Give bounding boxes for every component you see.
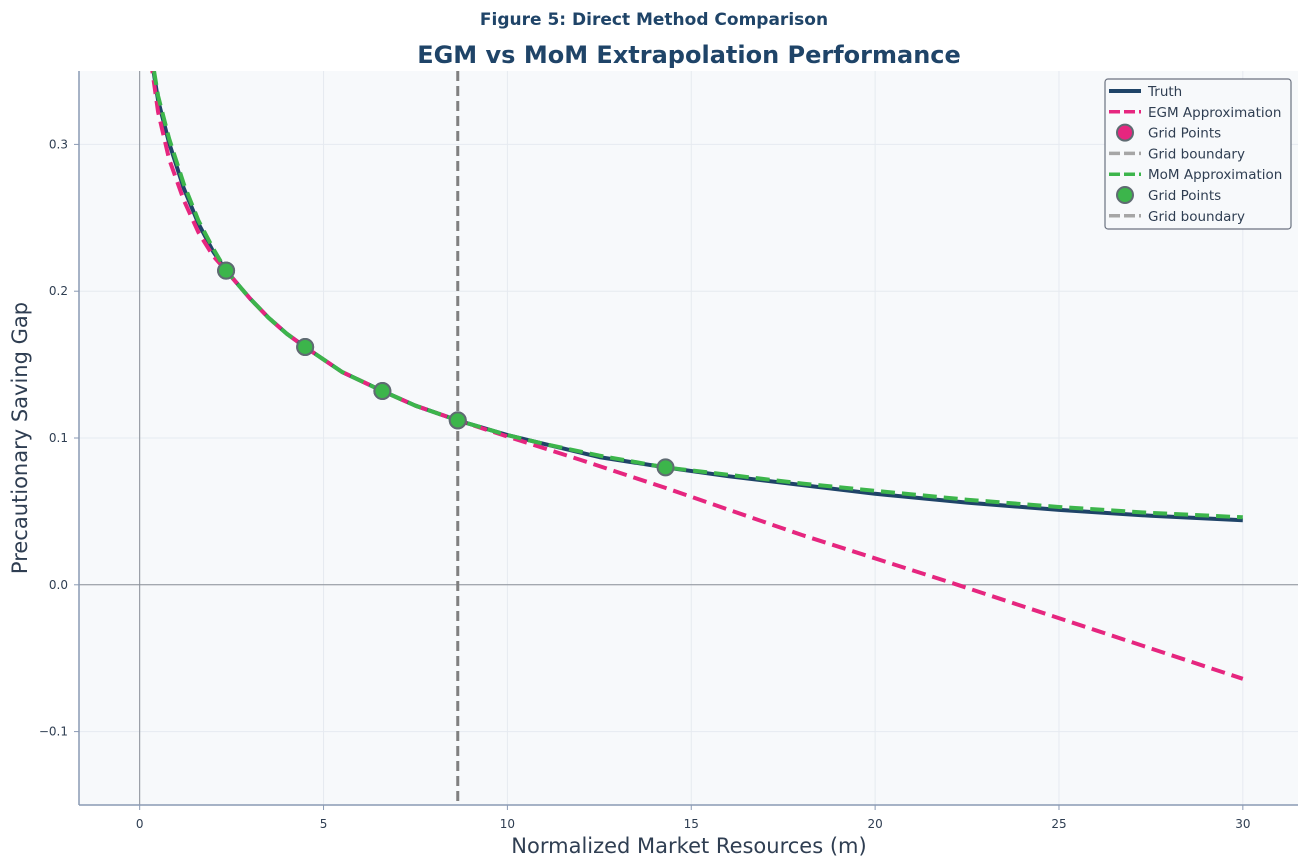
y-tick-label: 0.1 xyxy=(49,431,68,445)
mom-grid-point xyxy=(373,382,392,401)
mom-grid-point xyxy=(448,411,467,430)
y-tick-label: −0.1 xyxy=(39,725,68,739)
x-tick-label: 15 xyxy=(684,817,699,831)
x-tick-label: 20 xyxy=(867,817,882,831)
x-axis-label: Normalized Market Resources (m) xyxy=(511,834,866,858)
y-tick-label: 0.3 xyxy=(49,137,68,151)
legend-label: Grid Points xyxy=(1148,188,1221,204)
zero-reference-lines xyxy=(79,71,1298,805)
grid-points-layer xyxy=(217,261,675,477)
legend-label: Grid Points xyxy=(1148,126,1221,142)
legend: Truth EGM Approximation Grid Points Grid bo… xyxy=(1104,78,1292,230)
y-axis-ticks: −0.1 0.0 0.1 0.2 0.3 xyxy=(39,137,79,739)
mom-grid-point xyxy=(217,261,236,280)
legend-label: MoM Approximation xyxy=(1148,167,1282,183)
legend-swatch-marker xyxy=(1116,186,1134,204)
figure-title: Figure 5: Direct Method Comparison xyxy=(480,10,828,30)
legend-swatch-marker xyxy=(1116,123,1134,142)
x-tick-label: 25 xyxy=(1051,817,1066,831)
legend-label: EGM Approximation xyxy=(1148,105,1281,121)
legend-label: Truth xyxy=(1147,84,1182,100)
chart-title: EGM vs MoM Extrapolation Performance xyxy=(417,41,961,69)
y-axis-label: Precautionary Saving Gap xyxy=(8,302,32,574)
y-tick-label: 0.2 xyxy=(49,284,68,298)
mom-grid-point xyxy=(656,458,675,477)
x-axis-ticks: 0 5 10 15 20 25 30 xyxy=(136,805,1250,831)
legend-label: Grid boundary xyxy=(1148,146,1245,162)
x-tick-label: 5 xyxy=(320,817,328,831)
legend-frame xyxy=(1104,78,1292,230)
x-tick-label: 30 xyxy=(1235,817,1250,831)
mom-grid-point xyxy=(296,337,315,356)
x-tick-label: 0 xyxy=(136,817,144,831)
mom-approximation-line xyxy=(152,71,1243,520)
legend-label: Grid boundary xyxy=(1148,209,1245,225)
series-layer xyxy=(150,71,1244,681)
x-tick-label: 10 xyxy=(500,817,515,831)
y-tick-label: 0.0 xyxy=(49,578,68,592)
